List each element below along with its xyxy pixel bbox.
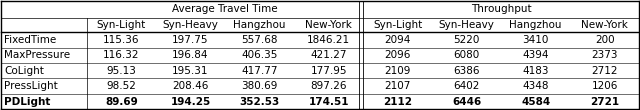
- Text: 4183: 4183: [522, 66, 549, 76]
- Text: Syn-Heavy: Syn-Heavy: [163, 20, 218, 30]
- Text: 2096: 2096: [385, 50, 411, 60]
- Text: 5220: 5220: [454, 35, 480, 45]
- Text: 421.27: 421.27: [310, 50, 347, 60]
- Text: 177.95: 177.95: [310, 66, 347, 76]
- Text: 195.31: 195.31: [172, 66, 209, 76]
- Text: 897.26: 897.26: [310, 81, 347, 91]
- Text: 174.51: 174.51: [308, 97, 349, 107]
- Text: 380.69: 380.69: [241, 81, 278, 91]
- Text: 98.52: 98.52: [106, 81, 136, 91]
- Text: 89.69: 89.69: [105, 97, 138, 107]
- Text: 406.35: 406.35: [241, 50, 278, 60]
- Text: 6080: 6080: [454, 50, 480, 60]
- Text: 1206: 1206: [591, 81, 618, 91]
- Text: 2712: 2712: [591, 66, 618, 76]
- Text: Average Travel Time: Average Travel Time: [172, 4, 278, 14]
- Text: 4584: 4584: [521, 97, 550, 107]
- Text: New-York: New-York: [305, 20, 352, 30]
- Text: MaxPressure: MaxPressure: [4, 50, 70, 60]
- Text: 557.68: 557.68: [241, 35, 278, 45]
- Text: 6446: 6446: [452, 97, 481, 107]
- Text: 2721: 2721: [590, 97, 620, 107]
- Text: 2107: 2107: [385, 81, 411, 91]
- Text: 4348: 4348: [522, 81, 549, 91]
- Text: 194.25: 194.25: [170, 97, 211, 107]
- Text: 2109: 2109: [385, 66, 411, 76]
- Text: Syn-Light: Syn-Light: [373, 20, 422, 30]
- Text: PressLight: PressLight: [4, 81, 58, 91]
- Text: 2094: 2094: [385, 35, 411, 45]
- Text: 200: 200: [595, 35, 614, 45]
- Text: 2373: 2373: [591, 50, 618, 60]
- Text: 2112: 2112: [383, 97, 412, 107]
- Text: 197.75: 197.75: [172, 35, 209, 45]
- Text: 95.13: 95.13: [106, 66, 136, 76]
- Text: Hangzhou: Hangzhou: [234, 20, 286, 30]
- Text: 196.84: 196.84: [172, 50, 209, 60]
- Text: Syn-Light: Syn-Light: [97, 20, 146, 30]
- Text: 6402: 6402: [454, 81, 480, 91]
- Text: Throughput: Throughput: [471, 4, 531, 14]
- Text: FixedTime: FixedTime: [4, 35, 56, 45]
- Text: 417.77: 417.77: [241, 66, 278, 76]
- Text: Hangzhou: Hangzhou: [509, 20, 562, 30]
- Text: PDLight: PDLight: [4, 97, 51, 107]
- Text: 3410: 3410: [522, 35, 549, 45]
- Text: 115.36: 115.36: [103, 35, 140, 45]
- Text: CoLight: CoLight: [4, 66, 44, 76]
- Text: 6386: 6386: [453, 66, 480, 76]
- Text: 208.46: 208.46: [172, 81, 209, 91]
- Text: 4394: 4394: [522, 50, 549, 60]
- Text: 116.32: 116.32: [103, 50, 140, 60]
- Text: Syn-Heavy: Syn-Heavy: [439, 20, 495, 30]
- Text: New-York: New-York: [581, 20, 628, 30]
- Text: 352.53: 352.53: [239, 97, 280, 107]
- Text: 1846.21: 1846.21: [307, 35, 350, 45]
